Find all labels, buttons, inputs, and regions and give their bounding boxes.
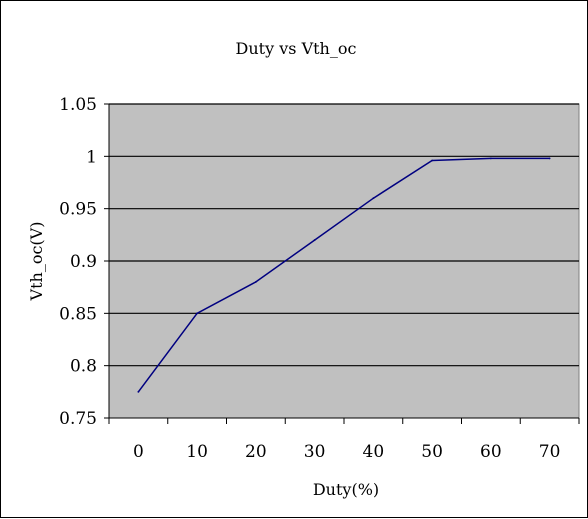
- y-axis-label: Vth_oc(V): [27, 222, 46, 302]
- series-line: [137, 157, 550, 393]
- x-tick-label: 60: [480, 442, 502, 462]
- x-tick-label: 70: [539, 442, 561, 462]
- data-point: [313, 239, 316, 241]
- data-point: [548, 157, 551, 160]
- y-tick-label: 0.9: [70, 252, 97, 272]
- x-tick-label: 10: [186, 442, 208, 462]
- y-tick-label: 0.75: [59, 409, 97, 429]
- x-axis-label: Duty(%): [313, 480, 379, 499]
- y-tick-label: 0.8: [70, 357, 97, 377]
- data-point: [137, 390, 140, 393]
- y-tick-label: 0.95: [59, 200, 97, 220]
- chart-title: Duty vs Vth_oc: [236, 39, 357, 58]
- data-point: [372, 197, 375, 200]
- data-point: [196, 312, 199, 315]
- x-tick-label: 50: [421, 442, 443, 462]
- x-tick-label: 20: [245, 442, 267, 462]
- x-tick-label: 30: [304, 442, 326, 462]
- data-point: [431, 159, 434, 162]
- y-tick-label: 1.05: [59, 95, 97, 115]
- y-tick-label: 0.85: [59, 304, 97, 324]
- y-tick-label: 1: [86, 147, 97, 167]
- x-tick-label: 40: [363, 442, 385, 462]
- x-tick-label: 0: [133, 442, 144, 462]
- data-point: [254, 281, 257, 283]
- data-point: [489, 157, 492, 160]
